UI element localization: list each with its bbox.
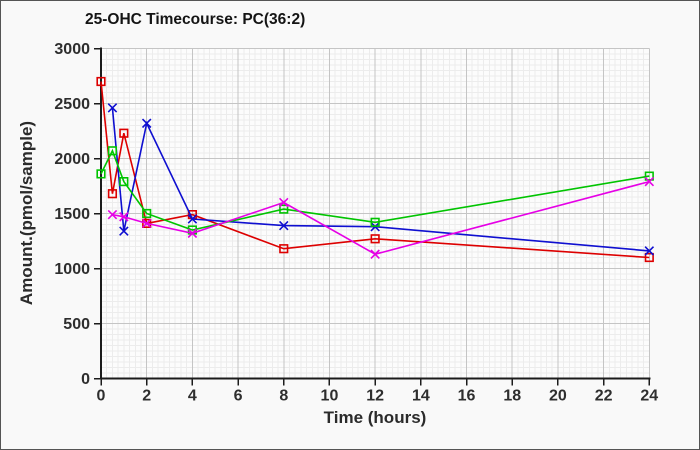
x-tick-label: 6 — [234, 388, 243, 405]
x-marker-icon — [187, 214, 198, 224]
x-tick-label: 14 — [412, 388, 430, 405]
x-tick-label: 16 — [458, 388, 476, 405]
x-tick-label: 22 — [595, 388, 613, 405]
x-marker-icon — [107, 209, 118, 220]
tick-labels: 0 2 4 6 8 10 12 14 16 18 20 22 240500100015002000250… — [54, 41, 658, 405]
x-marker-icon — [119, 212, 129, 222]
x-marker-icon — [187, 228, 198, 239]
series-line — [100, 81, 650, 259]
x-tick-label: 4 — [188, 388, 197, 405]
y-tick-label: 0 — [81, 371, 90, 388]
x-tick-label: 24 — [640, 388, 658, 405]
square-marker-icon — [644, 252, 654, 263]
square-marker-icon — [119, 128, 129, 138]
square-marker-icon — [370, 234, 380, 244]
square-marker-icon — [142, 218, 152, 229]
y-tick-label: 2500 — [54, 96, 90, 113]
square-marker-icon — [370, 217, 380, 227]
x-axis-title: Time (hours) — [323, 408, 427, 427]
x-tick-label: 8 — [279, 388, 288, 405]
x-tick-label: 12 — [366, 388, 384, 405]
square-marker-icon — [142, 208, 152, 219]
y-tick-label: 500 — [63, 316, 90, 333]
x-marker-icon — [279, 197, 289, 208]
x-tick-label: 18 — [503, 388, 521, 405]
grid — [101, 48, 650, 379]
x-tick-label: 0 — [97, 388, 106, 405]
square-marker-icon — [107, 189, 118, 199]
series-magenta-x — [107, 176, 655, 259]
y-tick-label: 1500 — [54, 206, 90, 223]
y-tick-label: 2000 — [54, 151, 90, 168]
axes — [94, 47, 651, 386]
square-marker-icon — [644, 171, 654, 181]
x-marker-icon — [141, 118, 152, 129]
x-marker-icon — [141, 218, 152, 229]
x-tick-label: 10 — [321, 388, 339, 405]
y-tick-label: 1000 — [54, 261, 90, 278]
x-marker-icon — [644, 176, 655, 187]
square-marker-icon — [279, 244, 289, 254]
y-axis-title: Amount.(pmol/sample) — [17, 120, 36, 306]
x-marker-icon — [279, 220, 289, 231]
y-tick-label: 3000 — [54, 41, 90, 58]
x-marker-icon — [107, 103, 118, 113]
square-marker-icon — [119, 177, 129, 187]
series-line — [100, 148, 650, 231]
square-marker-icon — [96, 76, 106, 87]
square-marker-icon — [107, 146, 118, 156]
square-marker-icon — [279, 204, 289, 214]
x-tick-label: 2 — [142, 388, 151, 405]
x-marker-icon — [644, 246, 655, 256]
chart-title: 25-OHC Timecourse: PC(36:2) — [85, 11, 306, 28]
x-marker-icon — [119, 226, 129, 236]
x-tick-label: 20 — [549, 388, 567, 405]
x-marker-icon — [370, 249, 380, 259]
square-marker-icon — [96, 169, 106, 179]
